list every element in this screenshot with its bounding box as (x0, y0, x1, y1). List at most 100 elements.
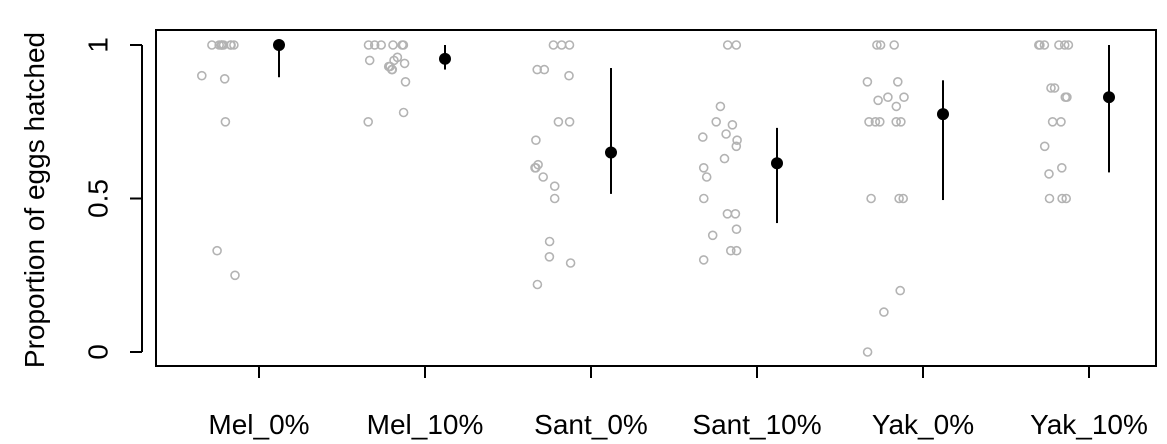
raw-data-point (1060, 92, 1071, 102)
summary-layer (273, 39, 1115, 224)
y-tick-label: 0.5 (82, 179, 113, 218)
raw-data-point (398, 107, 409, 118)
raw-data-point (553, 117, 564, 127)
raw-data-point (369, 40, 380, 50)
raw-data-point (1044, 169, 1054, 179)
raw-data-point (398, 40, 409, 50)
raw-data-point (898, 193, 909, 204)
raw-data-point (889, 40, 900, 50)
raw-data-point (1059, 40, 1070, 50)
raw-data-point (731, 224, 742, 234)
raw-data-point (1046, 83, 1056, 93)
raw-data-point (722, 40, 733, 50)
raw-data-point (220, 117, 231, 127)
raw-data-point (548, 40, 559, 50)
raw-data-point (719, 153, 730, 164)
raw-data-point (197, 70, 207, 81)
raw-data-point (207, 40, 217, 50)
y-tick-label: 0 (82, 344, 113, 360)
mean-point (439, 52, 451, 65)
raw-data-point (376, 40, 387, 50)
raw-data-point (725, 245, 736, 256)
raw-data-point (226, 40, 236, 50)
raw-data-point (874, 117, 885, 127)
raw-data-point (715, 101, 726, 112)
raw-data-point (364, 55, 375, 66)
raw-data-point (1057, 193, 1067, 204)
raw-data-point (565, 258, 576, 268)
raw-data-point (698, 163, 709, 173)
raw-data-point (697, 132, 708, 142)
raw-data-point (1063, 40, 1074, 50)
raw-data-point (1047, 117, 1058, 127)
x-tick-label: Mel_0% (208, 409, 309, 440)
raw-data-point (727, 120, 738, 130)
raw-data-point (892, 77, 903, 87)
mean-point (605, 146, 617, 159)
raw-data-point (875, 40, 886, 50)
raw-data-point (229, 40, 239, 50)
raw-data-point (400, 77, 411, 87)
raw-data-point (219, 74, 230, 84)
raw-data-point (1056, 117, 1066, 127)
raw-data-point (564, 117, 575, 127)
raw-data-point (556, 40, 567, 50)
x-axis: Mel_0% Mel_10% Sant_0% Sant_10% Yak_0% Yak_10… (208, 365, 1148, 440)
raw-data-point (731, 40, 742, 50)
raw-data-point (363, 40, 374, 50)
raw-data-point (896, 117, 906, 127)
plot-frame (155, 29, 1157, 367)
mean-point (1103, 91, 1115, 104)
raw-data-point (891, 117, 902, 127)
raw-data-point (730, 209, 741, 219)
raw-data-point (701, 172, 712, 182)
raw-data-point (1061, 193, 1071, 204)
y-axis: 00.51 (82, 37, 143, 360)
raw-data-point (549, 181, 560, 191)
raw-data-point (532, 279, 543, 290)
raw-data-point (1035, 40, 1045, 50)
y-tick-label: 1 (82, 37, 113, 53)
raw-data-point (722, 209, 733, 219)
raw-data-point (212, 245, 222, 256)
raw-data-point (363, 117, 374, 127)
raw-data-point (732, 135, 742, 145)
raw-data-point (564, 40, 575, 50)
raw-data-point (564, 70, 574, 81)
raw-data-point (891, 101, 902, 112)
raw-data-point (862, 77, 873, 87)
raw-data-point (1049, 83, 1060, 93)
raw-data-point (895, 285, 906, 296)
raw-data-point (531, 135, 541, 145)
raw-data-point (731, 141, 742, 152)
raw-data-point (899, 92, 909, 102)
raw-data-point (217, 40, 227, 50)
raw-data-point (1039, 141, 1050, 152)
raw-data-point (532, 64, 543, 75)
raw-data-point (386, 64, 397, 75)
raw-points-layer (197, 40, 1074, 357)
raw-data-point (870, 117, 881, 127)
mean-point (937, 108, 949, 121)
raw-data-point (711, 117, 722, 127)
raw-data-point (530, 163, 540, 173)
x-tick-label: Yak_10% (1030, 409, 1148, 440)
raw-data-point (1044, 193, 1055, 204)
raw-data-point (864, 117, 874, 127)
raw-data-point (873, 95, 883, 106)
raw-data-point (707, 230, 718, 241)
raw-data-point (721, 129, 731, 139)
raw-data-point (872, 40, 882, 50)
raw-data-point (549, 193, 560, 204)
raw-data-point (539, 64, 550, 75)
raw-data-point (544, 251, 555, 262)
raw-data-point (731, 245, 742, 256)
raw-data-point (698, 255, 709, 265)
raw-data-point (879, 307, 889, 317)
raw-data-point (544, 236, 555, 247)
raw-data-point (698, 193, 709, 204)
raw-data-point (1039, 40, 1050, 50)
raw-data-point (894, 193, 904, 204)
raw-data-point (883, 92, 893, 102)
